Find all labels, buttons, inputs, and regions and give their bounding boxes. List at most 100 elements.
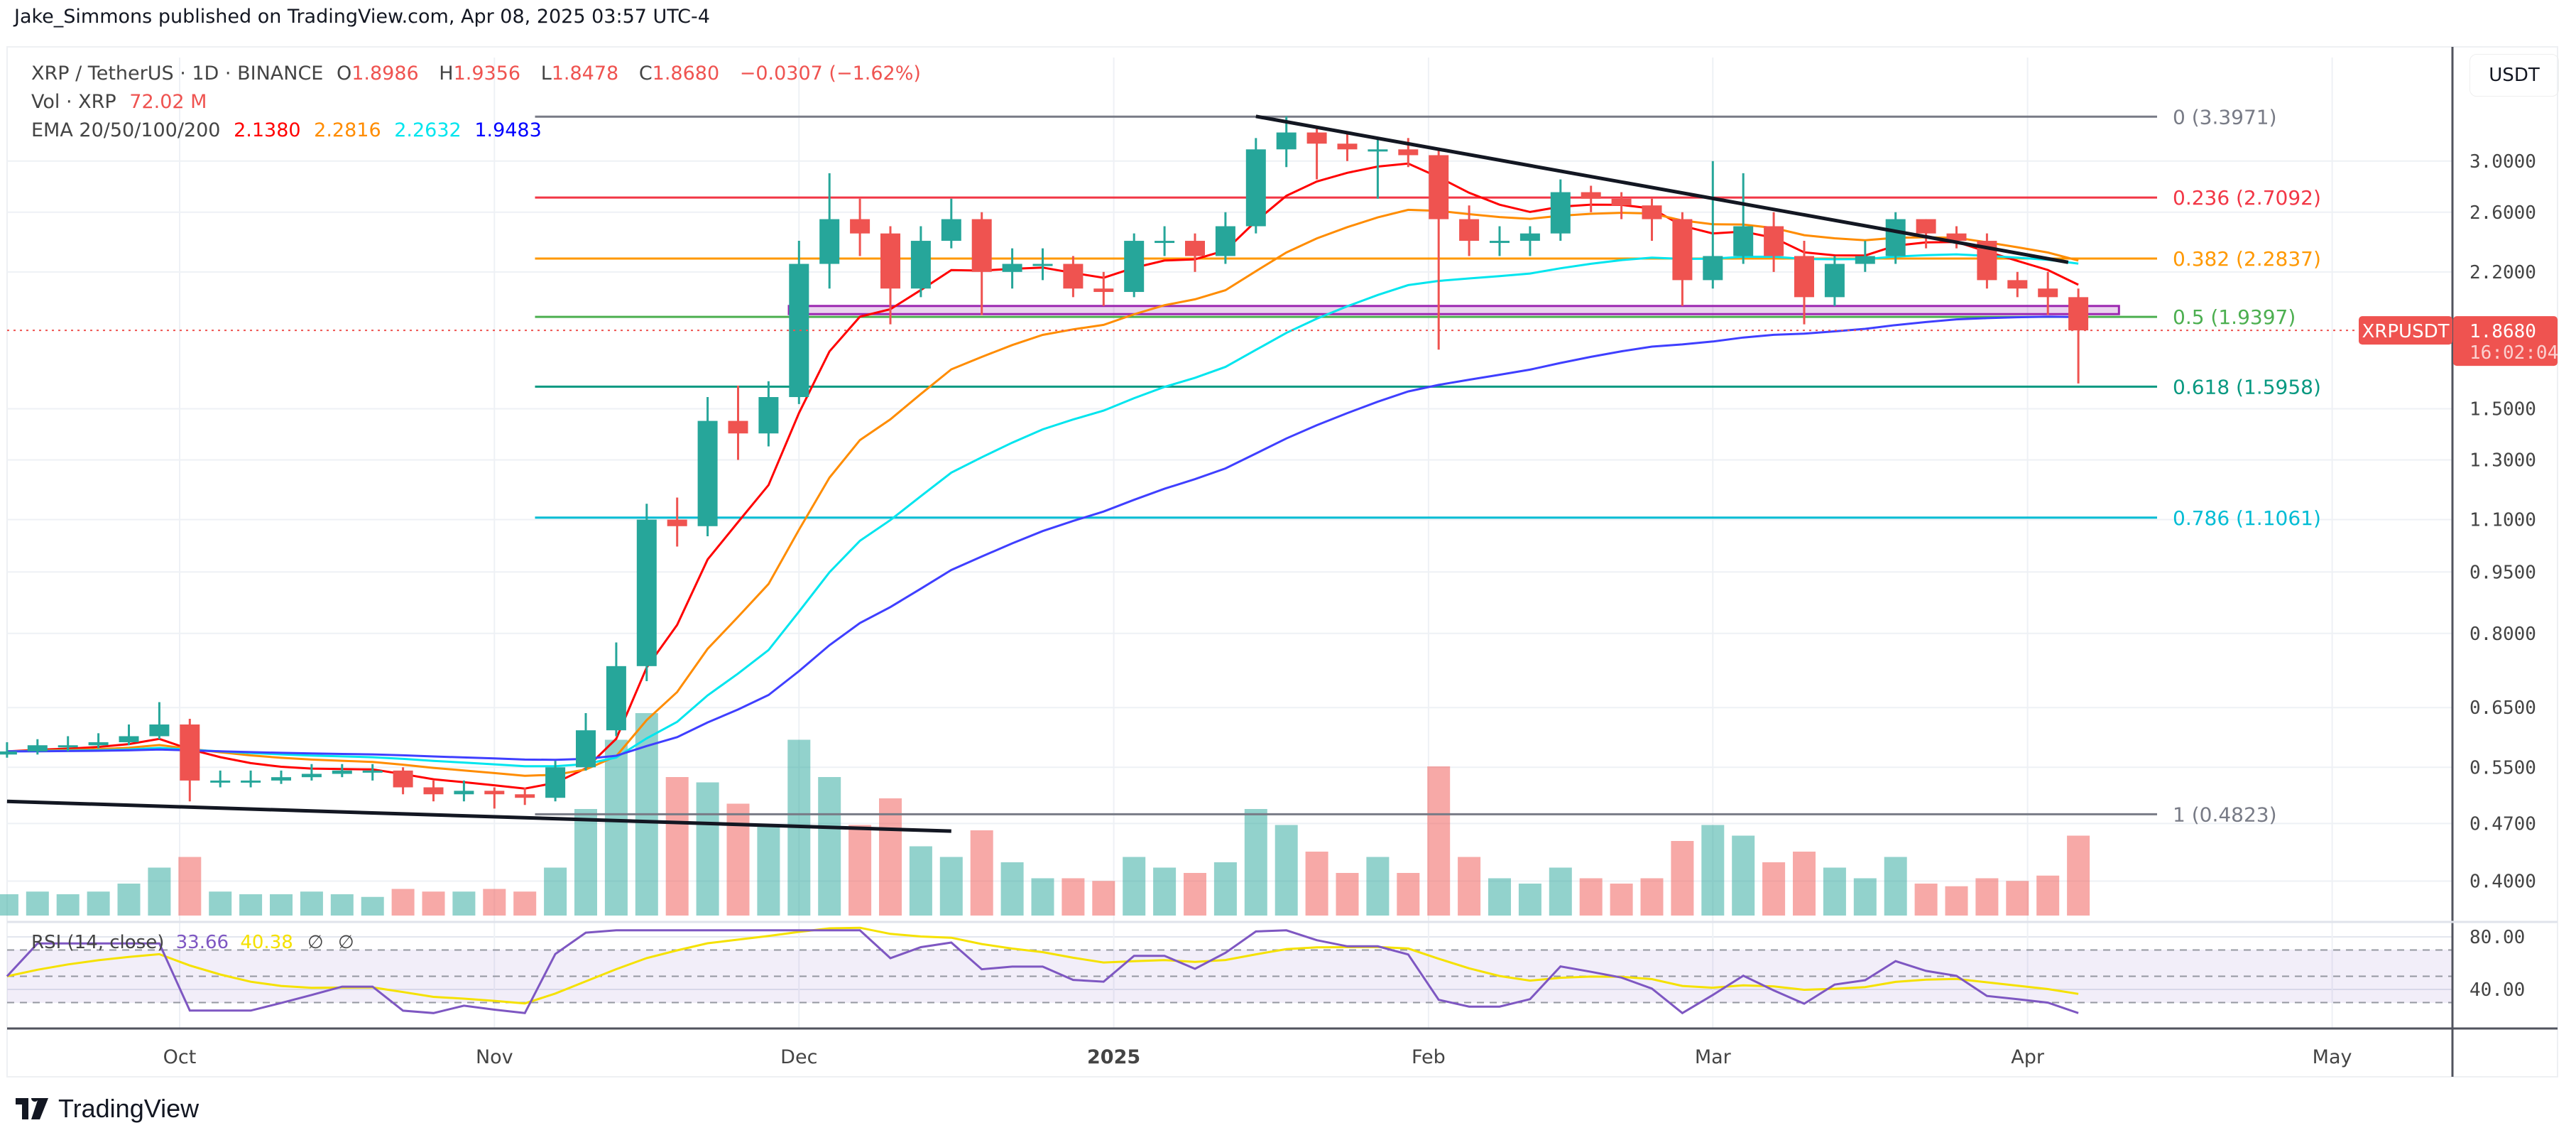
range-box[interactable] <box>787 305 2120 315</box>
ema20-value: 2.1380 <box>234 119 301 141</box>
volume-bar <box>1153 867 1177 916</box>
volume-bar <box>818 777 841 916</box>
symbol-title[interactable]: XRP / TetherUS · 1D · BINANCE <box>31 63 324 85</box>
volume-bar <box>391 889 415 916</box>
volume-bar <box>300 891 323 916</box>
time-label: Oct <box>163 1046 197 1068</box>
candle-body <box>789 264 809 398</box>
volume-bar <box>848 825 872 916</box>
rsi-label: RSI (14, close) <box>31 932 165 953</box>
volume-bar <box>1945 886 1968 916</box>
high-value: 1.9356 <box>453 63 521 85</box>
volume-bar <box>1853 878 1877 916</box>
volume-bar <box>452 891 476 916</box>
volume-bar <box>1488 878 1511 916</box>
rsi-legend[interactable]: RSI (14, close) 33.66 40.38 ∅ ∅ <box>31 932 354 953</box>
volume-bar <box>1732 835 1755 916</box>
candle-body <box>1519 233 1540 241</box>
symbol-legend[interactable]: XRP / TetherUS · 1D · BINANCE O1.8986 H1… <box>31 63 928 85</box>
candle-body <box>241 780 261 783</box>
volume-bar <box>1671 841 1694 916</box>
candle-body <box>880 233 900 289</box>
brand-name: TradingView <box>58 1094 200 1123</box>
volume-bar <box>1701 825 1725 916</box>
candle-body <box>1916 219 1936 234</box>
candle-body <box>1459 219 1480 241</box>
time-axis[interactable]: Oct Nov Dec 2025 Feb Mar Apr May <box>163 1046 2352 1068</box>
ohlc-close: C1.8680 <box>639 63 726 85</box>
ema-lines <box>6 162 2079 790</box>
candle-body <box>1642 205 1662 219</box>
rsi-ma-value: 40.38 <box>240 932 293 953</box>
price-tick-label: 0.9500 <box>2469 562 2536 583</box>
volume-bar <box>544 867 567 916</box>
candle-body <box>1550 192 1571 234</box>
price-tick-label: 0.4000 <box>2469 871 2536 892</box>
candle-body <box>1276 132 1297 150</box>
bar-countdown: 16:02:04 <box>2469 342 2558 364</box>
trendline <box>1255 114 2069 264</box>
candle-body <box>941 219 961 241</box>
price-tick-label: 1.3000 <box>2469 450 2536 472</box>
volume-bar <box>483 889 506 916</box>
candle-body <box>423 787 444 795</box>
time-label: Apr <box>2011 1046 2045 1068</box>
fib-level-label: 0.236 (2.7092) <box>2173 186 2321 210</box>
candle-body <box>515 794 535 798</box>
candle-body <box>1306 132 1327 144</box>
volume-bar <box>513 891 537 916</box>
volume-bar <box>1275 825 1298 916</box>
price-tick-label: 0.4700 <box>2469 813 2536 835</box>
last-price-badge <box>2453 316 2558 367</box>
candle-body <box>1398 149 1419 156</box>
candle-body <box>27 745 48 751</box>
volume-bar <box>1458 857 1481 916</box>
rsi-empty-value: ∅ <box>337 932 354 953</box>
volume-bar <box>1397 873 1420 916</box>
candle-body <box>1032 264 1053 266</box>
price-tick-label: 2.2000 <box>2469 262 2536 283</box>
candle-body <box>1824 264 1845 298</box>
candles <box>0 116 2089 809</box>
rsi-line <box>6 929 2079 1015</box>
ema-legend[interactable]: EMA 20/50/100/200 2.1380 2.2816 2.2632 1… <box>31 119 549 141</box>
low-value: 1.8478 <box>551 63 619 85</box>
candle-body <box>180 724 200 781</box>
candle-body <box>636 519 657 666</box>
trendlines[interactable] <box>6 114 2069 833</box>
volume-bar <box>422 891 445 916</box>
candle-body <box>1337 143 1358 150</box>
volume-bar <box>1549 867 1572 916</box>
candle-body <box>2007 280 2028 289</box>
candle-body <box>1490 241 1510 244</box>
price-axis[interactable]: 3.0000 2.6000 2.2000 1.5000 1.3000 1.1000 0.95… <box>2469 151 2536 1001</box>
candle-body <box>362 770 383 773</box>
volume-bar <box>1610 884 1633 916</box>
volume-bar <box>26 891 49 916</box>
volume-value: 72.02 M <box>129 91 207 113</box>
ema50-value: 2.2816 <box>314 119 381 141</box>
candle-body <box>545 767 566 798</box>
last-price-value: 1.8680 <box>2469 321 2536 342</box>
rsi-lines <box>6 926 2079 1015</box>
tradingview-logo[interactable]: TradingView <box>16 1094 199 1124</box>
open-label: O <box>336 63 352 85</box>
volume-bar <box>1640 878 1664 916</box>
volume-legend[interactable]: Vol · XRP 72.02 M <box>31 91 214 113</box>
candle-body <box>210 780 231 783</box>
volume-bar <box>148 867 171 916</box>
volume-bar <box>1366 857 1390 916</box>
candle-body <box>1429 155 1449 219</box>
currency-button[interactable]: USDT <box>2469 54 2559 97</box>
candle-body <box>971 219 992 272</box>
volume-bar <box>726 803 750 916</box>
volume-bar <box>1793 852 1816 916</box>
volume-bar <box>239 894 263 916</box>
volume-bar <box>1184 873 1206 916</box>
volume-bar <box>2067 835 2090 916</box>
fib-level-label: 1 (0.4823) <box>2173 803 2277 826</box>
ohlc-high: H1.9356 <box>439 63 528 85</box>
symbol-tag: XRPUSDT <box>2362 321 2450 342</box>
